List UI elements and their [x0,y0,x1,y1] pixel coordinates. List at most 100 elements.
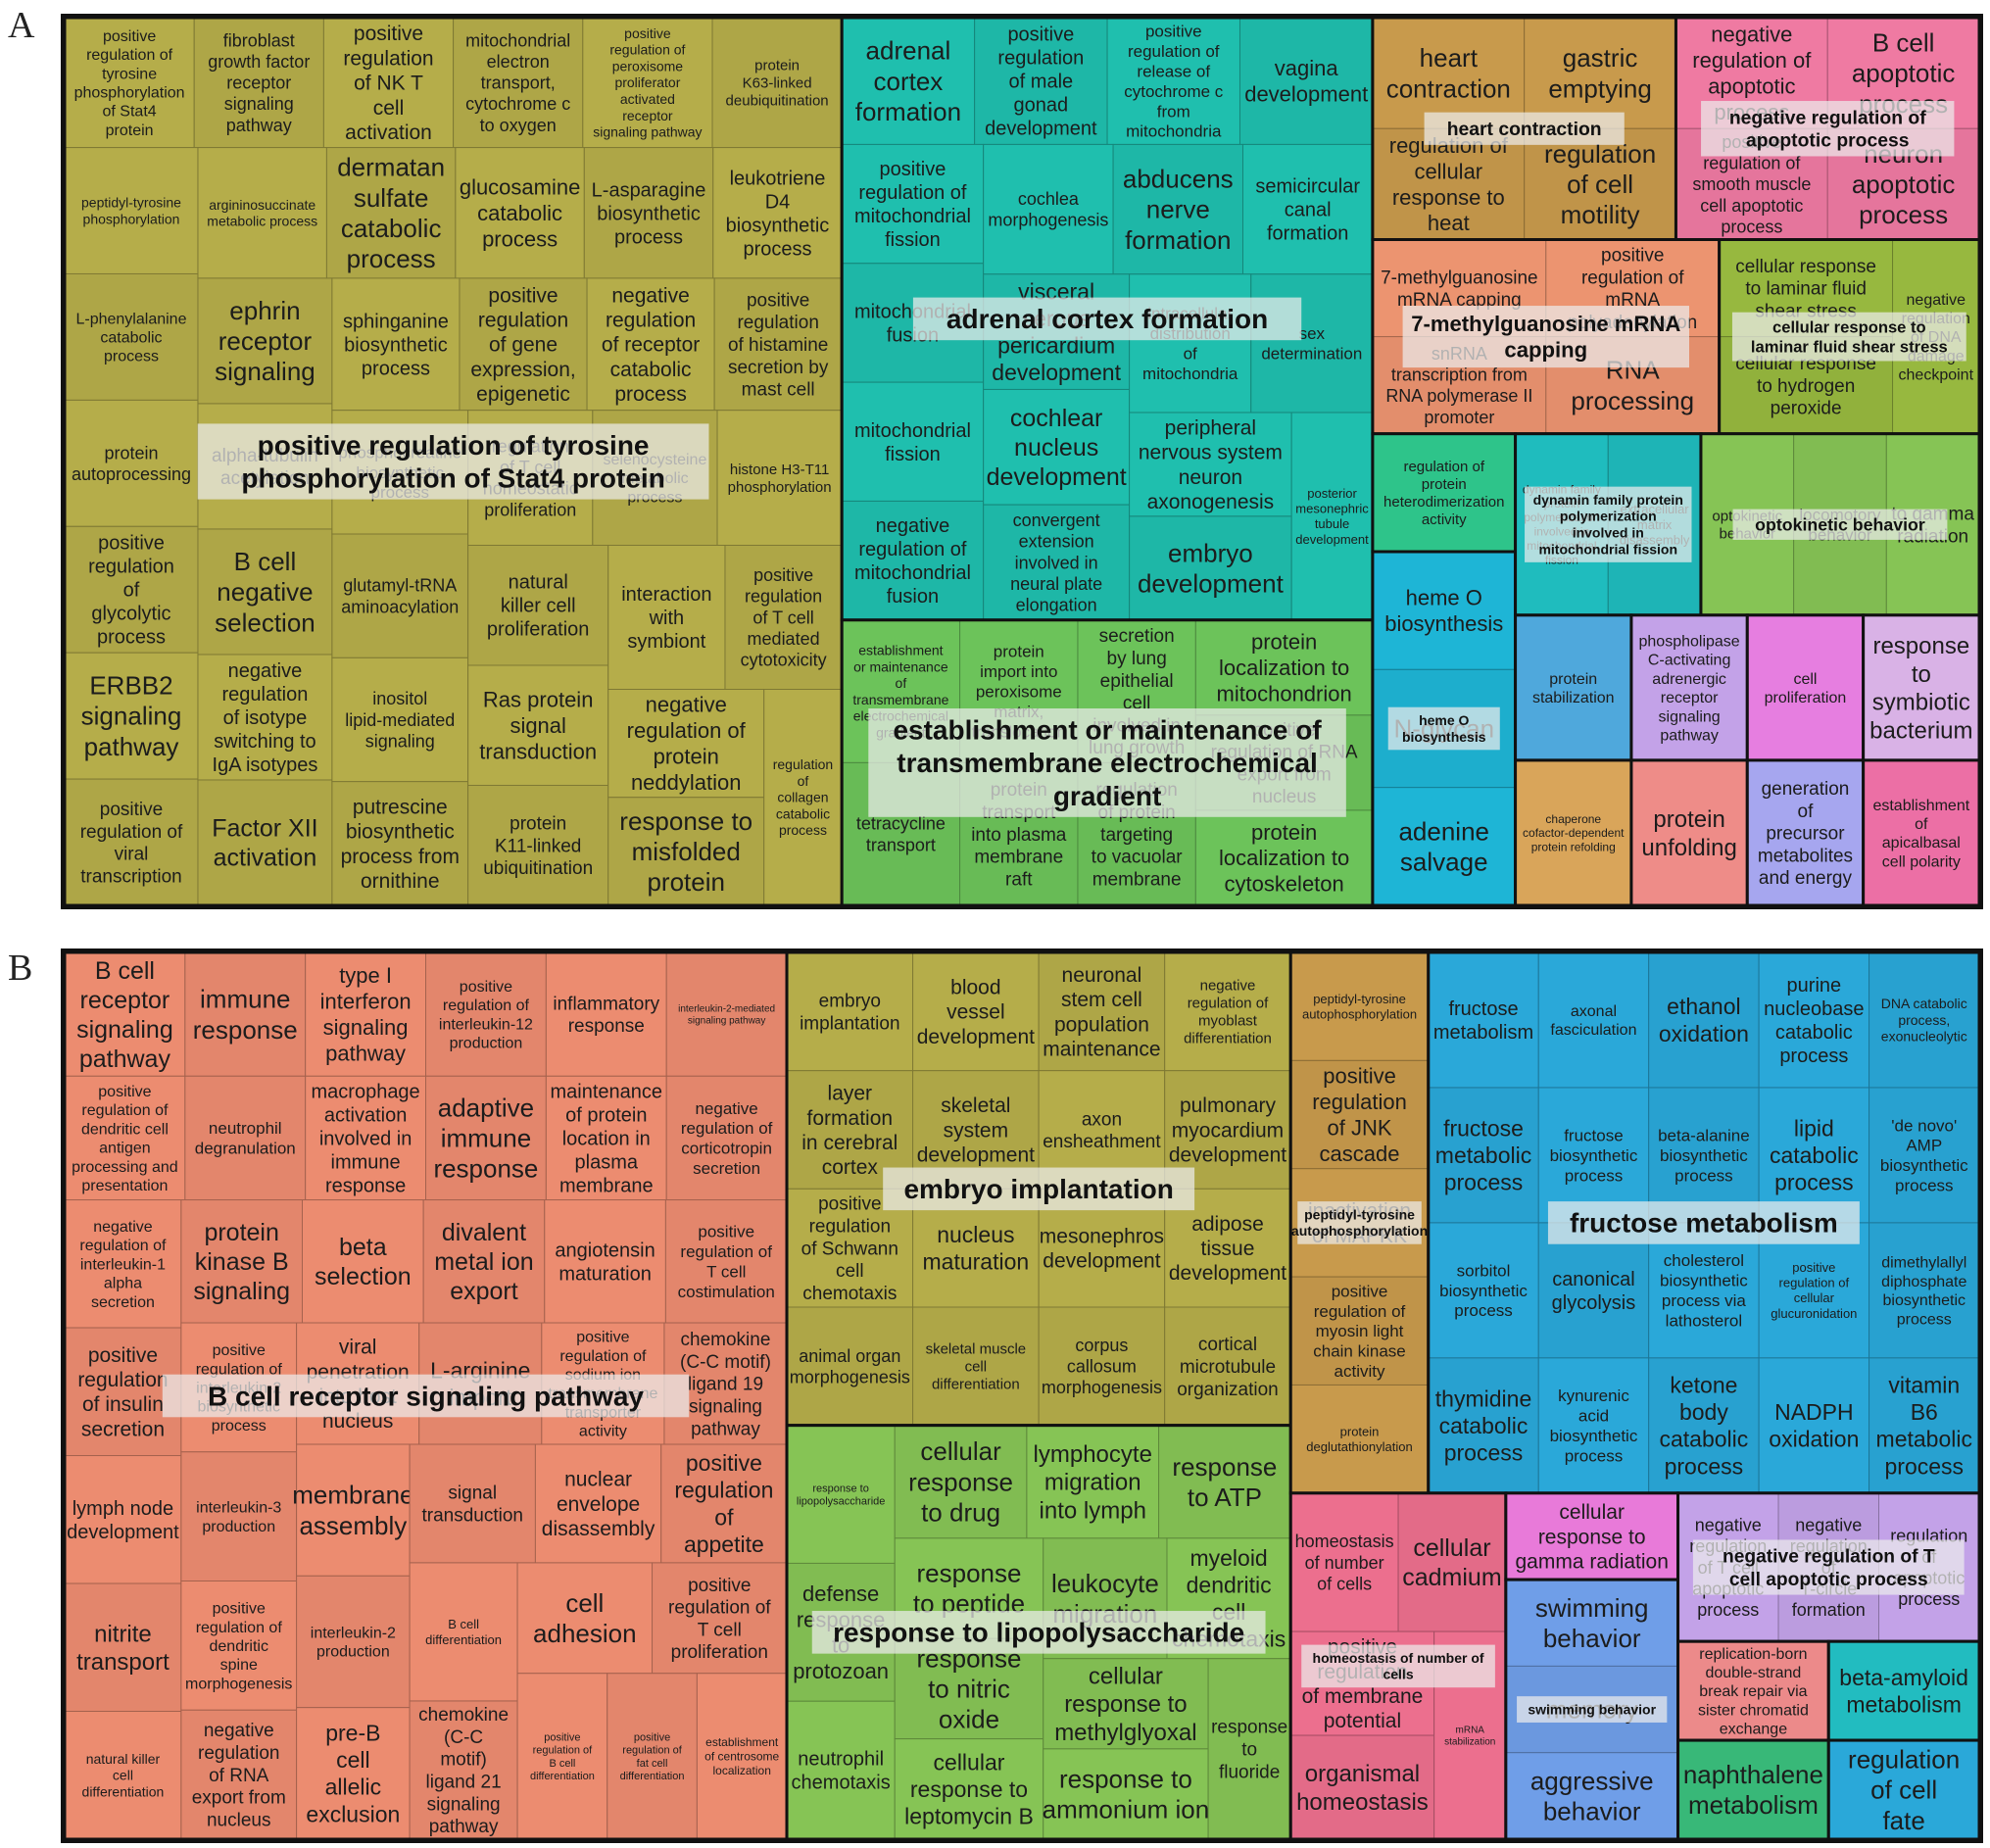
tile-label-response-to-fluoride: response to fluoride [1211,1718,1287,1783]
tile-nuclear-envelope-disassembly [534,1443,662,1564]
tile-cell-proliferation [1746,614,1865,761]
group-7-methylguanosine-mrna-capping-label-bg [1402,306,1689,368]
tile-label-establishment-of-apicalbasal-cell-polarity: establishment of apicalbasal cell polarity [1872,798,1969,871]
tile-neutrophil-chemotaxis [786,1700,896,1839]
tile-b-cell-receptor-signaling-pathway [65,952,186,1077]
tile-label-inflammatory-response: inflammatory response [553,994,659,1037]
tile-positive-regulation-of-glycolytic-process [65,525,199,654]
tile-label-positive-regulation-of-appetite: positive regulation of appetite [674,1450,773,1557]
tile-label-dimethylallyl-diphosphate-biosynthetic-process: dimethylallyl diphosphate biosynthetic proc… [1881,1255,1966,1329]
tile-label-interleukin-3-production: interleukin-3 production [196,1500,281,1535]
group-establishment-or-maintenance-of-transmembrane-el-label-bg [868,707,1346,817]
tile-label-regulation-of-cellular-response-to-heat: regulation of cellular response to heat [1389,133,1509,235]
tile-regulation-of-cell-fate [1827,1739,1979,1839]
tile-cellular-response-to-drug [894,1425,1028,1539]
treemap-b-svg: B cell receptor signaling pathway immune resp… [65,952,1979,1839]
group-fructose-metabolism-label-bg [1547,1201,1860,1244]
tile-label-sphinganine-biosynthetic-process: sphinganine biosynthetic process [343,311,449,379]
tile-label-adaptive-immune-response: adaptive immune response [433,1093,538,1183]
tile-label-protein-deglutathionylation: protein deglutathionylation [1306,1424,1412,1454]
tile-label-positive-regulation-of-mitochondrial-fission: positive regulation of mitochondrial fissio… [854,159,971,251]
tile-label-cellular-response-to-drug: cellular response to drug [908,1436,1013,1527]
tile-label-de-novo-amp-biosynthetic-process: 'de novo' AMP biosynthetic process [1880,1116,1968,1194]
tile-label-beta-amyloid-metabolism: beta-amyloid metabolism [1839,1665,1968,1718]
treemap-panel-b: B cell receptor signaling pathway immune resp… [61,948,1983,1843]
tile-label-erbb2-signaling-pathway: ERBB2 signaling pathway [81,671,182,761]
tile-label-pulmonary-myocardium-development: pulmonary myocardium development [1169,1094,1286,1166]
tile-type-i-interferon-signaling-pathway [305,952,427,1077]
tile-label-positive-regulation-of-myosin-light-chain-kinase: positive regulation of myosin light chain k… [1313,1282,1406,1381]
tile-protein-kinase-b-signaling [180,1199,304,1324]
group-fructose-metabolism-label: fructose metabolism [1570,1208,1838,1239]
tile-ethanol-oxidation [1648,952,1760,1089]
tile-negative-regulation-of-isotype-switching-to-iga- [197,654,333,781]
tile-label-glucosamine-catabolic-process: glucosamine catabolic process [460,175,581,252]
tile-label-vagina-development: vagina development [1244,56,1368,106]
tile-label-posterior-mesonephric-tubule-development: posterior mesonephric tubule development [1295,486,1369,547]
tile-label-dermatan-sulfate-catabolic-process: dermatan sulfate catabolic process [337,153,445,274]
tile-label-positive-regulation-of-glycolytic-process: positive regulation of glycolytic process [88,533,174,649]
tile-positive-regulation-of-nk-t-cell-activation [322,18,455,149]
tile-label-adrenal-cortex-formation: adrenal cortex formation [855,36,961,126]
tile-label-natural-killer-cell-differentiation: natural killer cell differentiation [82,1751,165,1800]
tile-divalent-metal-ion-export [422,1199,546,1324]
group-establishment-or-maintenance-of-transmembrane-el-label: establishment or maintenance of transmemb… [893,715,1322,811]
tile-label-fructose-metabolism: fructose metabolism [1433,998,1533,1044]
tile-label-nucleus-maturation: nucleus maturation [923,1222,1030,1275]
tile-negative-regulation-of-myoblast-differentiation [1164,952,1291,1072]
tile-label-b-cell-differentiation: B cell differentiation [425,1617,502,1647]
tile-label-positive-regulation-of-peroxisome-proliferator-a: positive regulation of peroxisome prolifera… [593,25,702,140]
tile-cochlea-morphogenesis [983,143,1114,275]
tile-label-negative-regulation-of-interleukin-1-alpha-secre: negative regulation of interleukin-1 alpha s… [79,1219,167,1311]
tile-sorbitol-biosynthetic-process [1428,1222,1539,1359]
tile-regulation-of-protein-heterodimerization-activit [1372,433,1517,553]
tile-label-protein-stabilization: protein stabilization [1532,671,1615,706]
tile-label-positive-regulation-of-dendritic-cell-antigen-pr: positive regulation of dendritic cell antig… [72,1084,178,1194]
tile-b-cell-differentiation [409,1562,518,1702]
tile-label-positive-regulation-of-interleukin-12-production: positive regulation of interleukin-12 produ… [439,979,533,1052]
tile-label-positive-regulation-of-jnk-cascade: positive regulation of JNK cascade [1312,1064,1407,1166]
group-homeostasis-of-number-of-cells-label: homeostasis of number of cells [1313,1650,1484,1682]
tile-interleukin-3-production [180,1451,298,1582]
tile-label-sex-determination: sex determination [1261,324,1362,363]
tile-label-cholesterol-biosynthetic-process-via-lathosterol: cholesterol biosynthetic process via lathos… [1660,1251,1748,1330]
tile-regulation-of-collagen-catabolic-process [763,688,843,905]
tile-cellular-response-to-methylglyoxal [1043,1658,1209,1750]
tile-label-fibroblast-growth-factor-receptor-signaling-path: fibroblast growth factor receptor signaling… [208,30,310,134]
tile-label-neuronal-stem-cell-population-maintenance: neuronal stem cell population maintenance [1043,964,1160,1061]
tile-label-defense-response-to-protozoan: defenseresponsetoprotozoan [793,1581,889,1683]
group-dynamin-family-protein-polymerization-involved-i-label-bg [1525,486,1692,562]
group-dynamin-family-protein-polymerization-involved-i-label: dynamin family protein polymerization invo… [1533,492,1683,557]
tile-label-chemokine-c-c-motif-ligand-19-signaling-pathway: chemokine (C-C motif) ligand 19 signaling pa… [680,1330,771,1439]
tile-neutrophil-degranulation [184,1075,307,1201]
tile-label-7-methylguanosine-mrna-capping: 7-methylguanosine mRNA capping [1381,267,1538,311]
tile-putrescine-biosynthetic-process-from-ornithine [331,781,469,905]
tile-label-cell-adhesion: cell adhesion [533,1588,637,1648]
tile-convergent-extension-involved-in-neural-plate-el [983,504,1131,621]
tile-label-thymidine-catabolic-process: thymidine catabolic process [1435,1386,1531,1465]
tile-label-b-cell-receptor-signaling-pathway: B cell receptor signaling pathway [76,957,173,1073]
tile-label-peptidyl-tyrosine-phosphorylation: peptidyl-tyrosine phosphorylation [81,195,181,227]
tile-label-negative-regulation-of-receptor-catabolic-proces: negative regulation of receptor catabolic pr… [602,284,700,406]
tile-cholesterol-biosynthetic-process-via-lathosterol [1648,1222,1760,1359]
tile-label-replication-born-double-strand-break-repair-via-: replication-born double-strand break repai… [1698,1646,1809,1738]
tile-label-cellular-response-to-methylglyoxal: cellular response to methylglyoxal [1054,1663,1196,1746]
tile-cell-adhesion [516,1562,654,1675]
tile-positive-regulation-of-jnk-cascade [1289,1059,1430,1170]
tile-label-membrane-assembly: membrane assembly [292,1481,413,1540]
group-homeostasis-of-number-of-cells-label-bg [1301,1644,1495,1688]
tile-label-cellular-response-to-gamma-radiation: cellular response to gamma radiation [1515,1501,1668,1573]
tile-cochlear-nucleus-development [983,388,1131,506]
tile-nitrite-transport [65,1582,182,1713]
tile-label-negative-regulation-of-protein-neddylation: negative regulation of protein neddylation [627,693,747,795]
tile-protein-autoprocessing [65,399,199,527]
tile-positive-regulation-of-male-gonad-development [974,18,1108,145]
tile-label-negative-regulation-of-rna-export-from-nucleus: negative regulation of RNA export from nucle… [192,1721,286,1830]
tile-semicircular-canal-formation [1241,143,1374,275]
tile-label-histone-h3-t11-phosphorylation: histone H3-T11 phosphorylation [728,462,832,496]
tile-label-peptidyl-tyrosine-autophosphorylation: peptidyl-tyrosine autophosphorylation [1302,992,1417,1022]
tile-label-chemokine-c-c-motif-ligand-21-signaling-pathway: chemokine (C-C motif) ligand 21 signaling pat… [418,1705,509,1837]
tile-abducens-nerve-formation [1112,143,1243,275]
tile-label-signal-transduction: signal transduction [421,1483,523,1527]
tile-peptidyl-tyrosine-phosphorylation [65,147,199,274]
